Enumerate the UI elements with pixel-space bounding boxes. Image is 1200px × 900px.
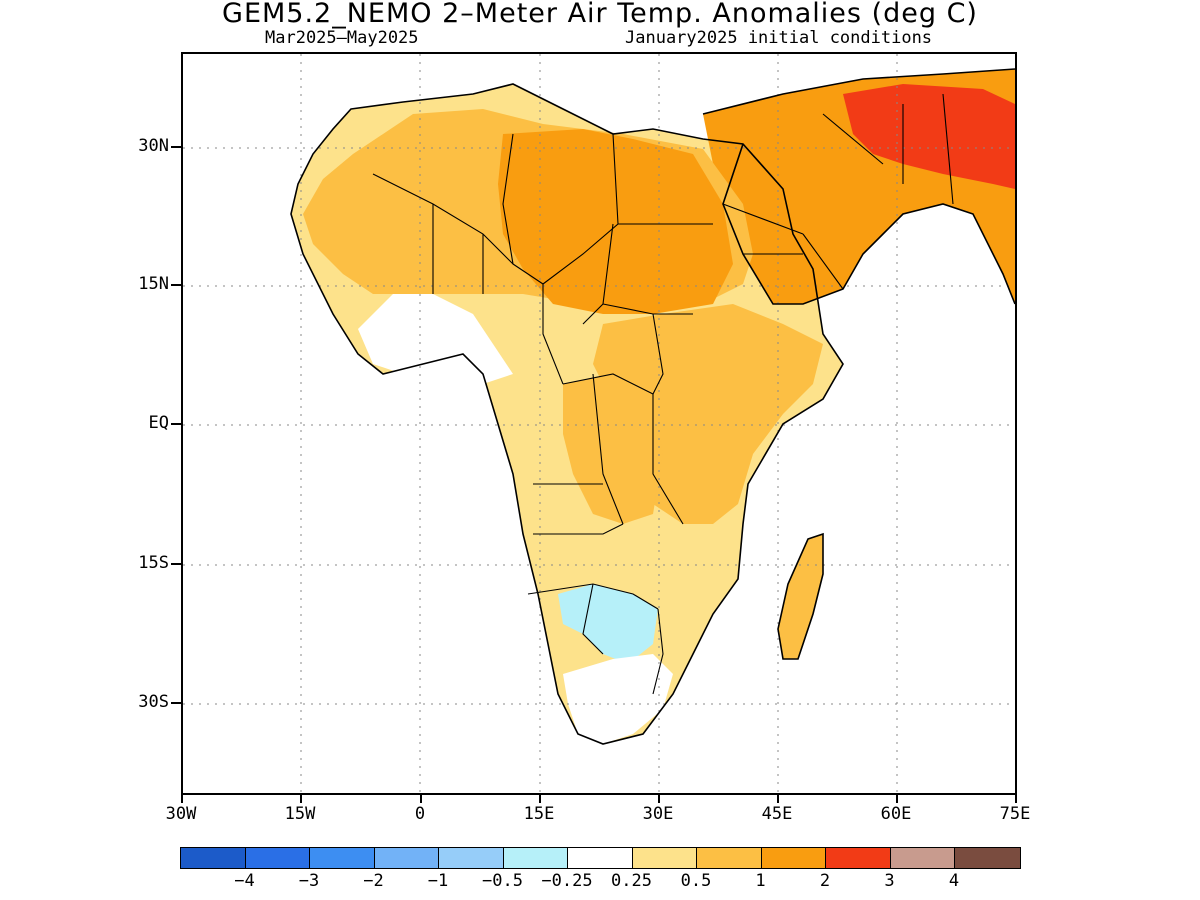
colorbar-swatch: [439, 848, 504, 868]
colorbar-swatch: [374, 848, 439, 868]
southern-africa-cool-region: [558, 584, 658, 664]
colorbar-label: 0.25: [611, 871, 652, 891]
colorbar-swatch: [890, 848, 955, 868]
y-tick-15s: [171, 563, 181, 565]
x-tick-15e: [539, 795, 541, 803]
graticule: [183, 54, 1015, 793]
x-label-45e: 45E: [761, 804, 793, 824]
y-label-30n: 30N: [138, 136, 169, 156]
initial-conditions: January2025 initial conditions: [625, 28, 933, 48]
x-label-15e: 15E: [523, 804, 555, 824]
colorbar-label: −4: [234, 871, 255, 891]
colorbar-swatch: [310, 848, 375, 868]
x-tick-60e: [896, 795, 898, 803]
y-tick-15n: [171, 284, 181, 286]
colorbar-label: 3: [884, 871, 895, 891]
iran-hot-region: [843, 84, 1015, 189]
y-label-15s: 15S: [138, 553, 169, 573]
colorbar-label: −0.25: [541, 871, 593, 891]
colorbar-swatch: [826, 848, 891, 868]
x-label-75e: 75E: [999, 804, 1031, 824]
y-tick-30s: [171, 702, 181, 704]
x-tick-0: [420, 795, 422, 803]
colorbar-label: −1: [427, 871, 449, 891]
colorbar-label: −0.5: [482, 871, 523, 891]
y-tick-eq: [171, 423, 181, 425]
colorbar-swatch: [568, 848, 633, 868]
sudan-warmer-region: [498, 129, 733, 314]
colorbar-swatch: [632, 848, 697, 868]
colorbar-swatch: [245, 848, 310, 868]
forecast-period: Mar2025–May2025: [265, 28, 419, 48]
x-label-15w: 15W: [284, 804, 316, 824]
colorbar-swatch: [761, 848, 826, 868]
x-label-30e: 30E: [642, 804, 674, 824]
x-tick-45e: [777, 795, 779, 803]
x-tick-75e: [1015, 795, 1017, 803]
colorbar-label: −2: [363, 871, 384, 891]
africa-anomaly-map: [183, 54, 1015, 793]
colorbar-label: 4: [948, 871, 960, 891]
x-label-60e: 60E: [880, 804, 912, 824]
x-label-30w: 30W: [165, 804, 197, 824]
colorbar-swatch: [181, 848, 246, 868]
central-africa-warm-region: [563, 374, 663, 524]
map-frame: [181, 52, 1017, 795]
colorbar-swatch: [955, 848, 1020, 868]
colorbar-label: −3: [298, 871, 320, 891]
west-africa-neutral-region: [358, 294, 513, 384]
y-label-eq: EQ: [148, 413, 169, 433]
x-tick-15w: [300, 795, 302, 803]
y-label-30s: 30S: [138, 692, 169, 712]
colorbar: [180, 847, 1021, 869]
map-title: GEM5.2_NEMO 2–Meter Air Temp. Anomalies …: [222, 0, 978, 29]
colorbar-label: 0.5: [680, 871, 712, 891]
colorbar-swatch: [503, 848, 568, 868]
colorbar-swatch: [697, 848, 762, 868]
colorbar-label: 1: [755, 871, 766, 891]
south-africa-neutral-region: [563, 654, 673, 744]
y-label-15n: 15N: [138, 274, 169, 294]
y-tick-30n: [171, 146, 181, 148]
x-tick-30w: [181, 795, 183, 803]
country-borders: [372, 93, 954, 695]
x-label-0: 0: [414, 804, 426, 824]
madagascar: [778, 534, 823, 659]
x-tick-30e: [658, 795, 660, 803]
colorbar-label: 2: [819, 871, 831, 891]
